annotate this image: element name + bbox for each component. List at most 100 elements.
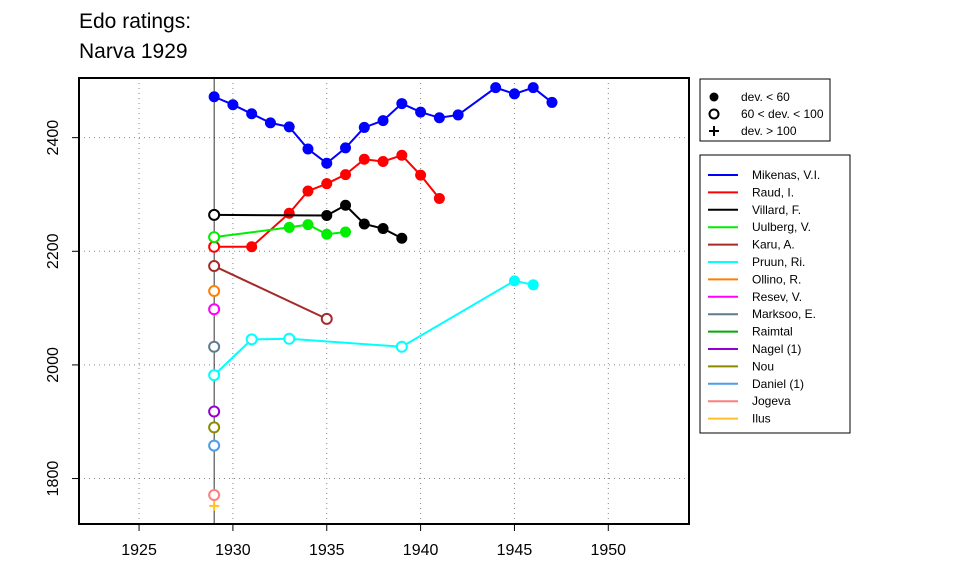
deviation-legend-label: dev. < 60 — [741, 90, 790, 104]
data-point — [321, 157, 333, 169]
legend-filled-symbol — [709, 92, 719, 102]
data-point — [227, 99, 239, 111]
data-point — [377, 223, 389, 235]
data-point — [396, 232, 408, 244]
series-legend-label: Uulberg, V. — [752, 220, 811, 234]
series-group — [208, 421, 221, 434]
data-point — [490, 82, 502, 94]
series-line — [213, 279, 534, 376]
data-point — [433, 192, 445, 204]
data-point — [452, 109, 464, 121]
data-point — [302, 185, 314, 197]
data-point — [209, 500, 220, 511]
series-group — [208, 285, 221, 298]
data-point — [358, 153, 370, 165]
series-legend-label: Nou — [752, 359, 774, 373]
data-point — [546, 96, 558, 108]
data-point — [208, 340, 221, 353]
data-point — [358, 218, 370, 230]
data-point — [208, 285, 221, 298]
series-legend-box — [699, 154, 851, 434]
data-point — [340, 169, 352, 181]
series-legend-label: Ilus — [752, 412, 771, 426]
data-point — [283, 121, 295, 133]
x-tick-label: 1930 — [215, 542, 251, 559]
data-point — [246, 108, 258, 120]
series-layer — [208, 82, 558, 511]
legend-plus-symbol — [709, 126, 719, 136]
deviation-legend: dev. < 60 60 < dev. < 100 dev. > 100 — [699, 78, 831, 142]
data-point — [208, 231, 221, 244]
data-point — [208, 439, 221, 452]
series-group — [208, 260, 333, 325]
series-group — [208, 219, 352, 244]
deviation-legend-box — [699, 78, 831, 142]
y-tick-label: 1800 — [45, 461, 62, 497]
x-tick-label: 1945 — [497, 542, 533, 559]
data-point — [527, 82, 539, 94]
series-legend: Mikenas, V.I. Raud, I. Villard, F. Uulberg,… — [699, 154, 851, 434]
data-point — [321, 209, 333, 221]
series-legend-label: Mikenas, V.I. — [752, 168, 820, 182]
data-point — [208, 91, 220, 103]
chart-title-line-1: Edo ratings: — [79, 10, 192, 33]
data-point — [283, 221, 295, 233]
data-point — [321, 228, 333, 240]
data-point — [320, 312, 333, 325]
data-point — [340, 226, 352, 238]
y-tick-label: 2200 — [45, 233, 62, 269]
data-point — [245, 333, 258, 346]
series-legend-label: Marksoo, E. — [752, 307, 816, 321]
y-tick-label: 2000 — [45, 347, 62, 383]
data-point — [264, 117, 276, 129]
data-point — [396, 98, 408, 110]
deviation-legend-label: 60 < dev. < 100 — [741, 107, 824, 121]
series-legend-label: Resev, V. — [752, 290, 802, 304]
series-group — [208, 340, 221, 353]
y-tick-label: 2400 — [45, 120, 62, 156]
data-point — [358, 121, 370, 133]
series-line — [213, 265, 328, 320]
series-group — [208, 275, 539, 382]
data-point — [208, 303, 221, 316]
series-group — [208, 489, 221, 502]
data-point — [208, 208, 221, 221]
chart-title-line-2: Narva 1929 — [79, 40, 188, 63]
series-legend-label: Nagel (1) — [752, 342, 801, 356]
series-group — [209, 500, 220, 511]
data-point — [208, 240, 221, 253]
x-tick-label: 1935 — [309, 542, 345, 559]
data-point — [208, 421, 221, 434]
data-point — [433, 112, 445, 124]
data-point — [208, 260, 221, 273]
data-point — [283, 332, 296, 345]
legend-open-symbol — [708, 108, 720, 120]
data-point — [302, 143, 314, 155]
data-point — [396, 149, 408, 161]
series-group — [208, 405, 221, 418]
plot-frame — [78, 77, 690, 525]
grid — [79, 78, 689, 524]
data-point — [340, 142, 352, 154]
data-point — [302, 219, 314, 231]
series-legend-label: Raud, I. — [752, 185, 794, 199]
data-point — [508, 275, 520, 287]
data-point — [527, 279, 539, 291]
data-point — [377, 115, 389, 127]
data-point — [208, 489, 221, 502]
x-tick-label: 1950 — [590, 542, 626, 559]
series-group — [208, 149, 445, 253]
x-tick-label: 1940 — [403, 542, 439, 559]
series-group — [208, 439, 221, 452]
series-group — [208, 303, 221, 316]
data-point — [208, 369, 221, 382]
series-legend-label: Daniel (1) — [752, 377, 804, 391]
deviation-legend-label: dev. > 100 — [741, 124, 797, 138]
data-point — [377, 156, 389, 168]
series-legend-label: Raimtal — [752, 325, 793, 339]
series-legend-label: Pruun, Ri. — [752, 255, 805, 269]
data-point — [395, 340, 408, 353]
data-point — [283, 207, 295, 219]
x-tick-label: 1925 — [121, 542, 157, 559]
